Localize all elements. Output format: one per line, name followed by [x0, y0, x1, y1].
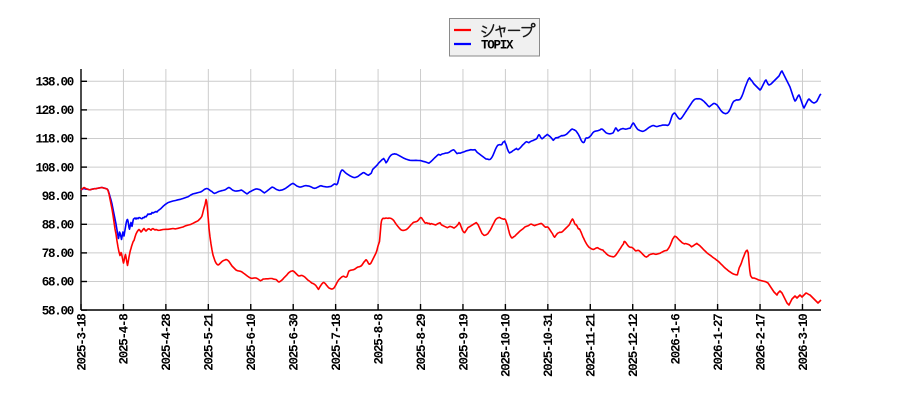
svg-text:TOPIX: TOPIX [481, 38, 514, 52]
svg-text:2025-12-12: 2025-12-12 [627, 314, 641, 377]
svg-text:2026-3-10: 2026-3-10 [797, 314, 811, 371]
svg-text:2026-1-6: 2026-1-6 [669, 314, 683, 365]
svg-text:2025-6-30: 2025-6-30 [288, 314, 302, 371]
svg-text:128.00: 128.00 [35, 104, 73, 118]
svg-text:98.00: 98.00 [42, 190, 74, 204]
svg-text:2025-4-28: 2025-4-28 [160, 314, 174, 371]
svg-text:2025-10-31: 2025-10-31 [542, 314, 556, 377]
svg-text:2025-8-29: 2025-8-29 [415, 314, 429, 371]
svg-text:58.00: 58.00 [42, 304, 74, 318]
svg-text:118.00: 118.00 [35, 133, 73, 147]
svg-text:2025-4-8: 2025-4-8 [118, 314, 132, 365]
svg-text:2026-2-17: 2026-2-17 [754, 314, 768, 371]
svg-text:2025-8-8: 2025-8-8 [372, 314, 386, 365]
svg-text:2026-1-27: 2026-1-27 [712, 314, 726, 371]
svg-text:2025-9-19: 2025-9-19 [457, 314, 471, 371]
svg-text:2025-11-21: 2025-11-21 [585, 314, 599, 377]
svg-text:88.00: 88.00 [42, 219, 74, 233]
svg-text:78.00: 78.00 [42, 247, 74, 261]
svg-text:138.00: 138.00 [35, 76, 73, 90]
svg-text:2025-3-18: 2025-3-18 [75, 314, 89, 371]
svg-text:108.00: 108.00 [35, 161, 73, 175]
svg-text:2025-7-18: 2025-7-18 [330, 314, 344, 371]
svg-text:2025-10-10: 2025-10-10 [500, 314, 514, 377]
svg-text:2025-6-10: 2025-6-10 [245, 314, 259, 371]
svg-text:2025-5-21: 2025-5-21 [203, 314, 217, 371]
svg-text:68.00: 68.00 [42, 276, 74, 290]
